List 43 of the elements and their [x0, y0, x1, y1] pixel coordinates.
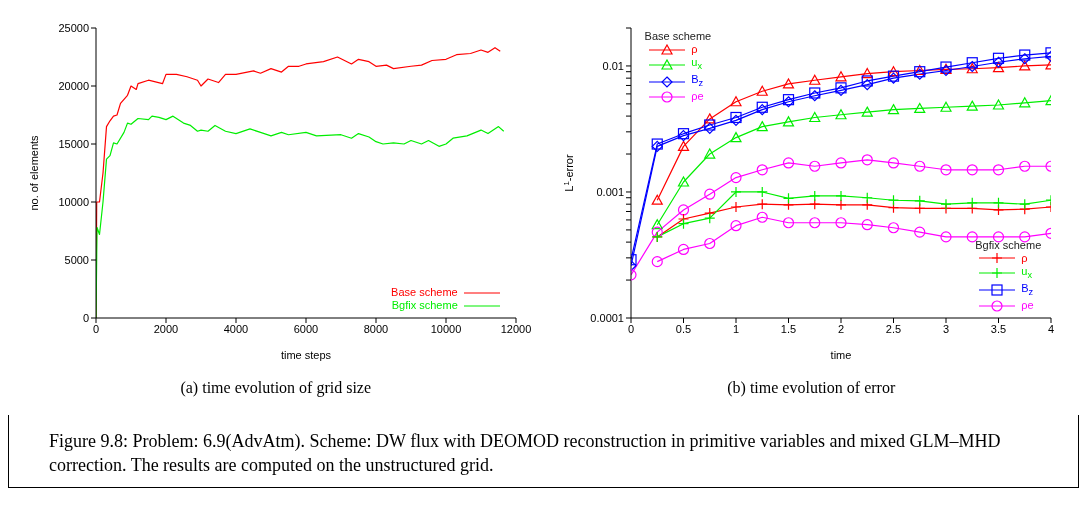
caption: Figure 9.8: Problem: 6.9(AdvAtm). Scheme: DW flux with DEOMOD reconstruction in primitive variables and mixed GLM–MHD correction. The results are computed on the unstructured grid.: [49, 430, 1002, 477]
legend-label: ρe: [1021, 299, 1035, 312]
x-axis-title: time steps: [280, 349, 332, 361]
x-tick-label: 0: [628, 322, 635, 335]
legend-label: ρ: [691, 43, 699, 56]
x-tick-label: 8000: [363, 322, 388, 335]
x-tick-label: 4: [1048, 322, 1055, 335]
y-tick-label: 0.001: [596, 185, 625, 198]
y-tick-label: 10000: [58, 195, 89, 208]
legend-label: Base scheme: [391, 286, 458, 299]
y-tick-label: 20000: [58, 79, 89, 92]
x-tick-label: 3.5: [991, 322, 1007, 335]
legend-label: u$_{x}$: [691, 56, 703, 74]
x-tick-label: 12000: [500, 322, 532, 335]
y-tick-label: 5000: [64, 253, 89, 266]
x-tick-label: 3: [943, 322, 950, 335]
x-tick-label: 2.5: [886, 322, 902, 335]
x-tick-label: 0: [92, 322, 99, 335]
x-tick-label: 2000: [153, 322, 178, 335]
y-axis-title: no. of elements: [27, 134, 40, 211]
legend-label: ρ: [1021, 251, 1029, 265]
text: (a) time evolution of grid size: [179, 379, 373, 397]
y-tick-label: 25000: [58, 21, 89, 34]
x-tick-label: 10000: [430, 322, 462, 335]
legend-label: B$_{z}$: [691, 73, 705, 91]
x-tick-label: 1: [733, 322, 740, 335]
x-tick-label: 2: [838, 322, 845, 335]
text: (b) time evolution of error: [726, 379, 897, 397]
y-tick-label: 0.0001: [590, 311, 625, 324]
annotation: Base scheme: [643, 30, 712, 43]
annotation: Bgfix scheme: [974, 238, 1042, 252]
x-tick-label: 1.5: [781, 322, 797, 335]
x-tick-label: 0.5: [676, 322, 692, 335]
x-tick-label: 6000: [293, 322, 318, 335]
legend-label: ρe: [691, 90, 705, 104]
x-tick-label: 4000: [223, 322, 248, 335]
legend-label: u$_{x}$: [1021, 264, 1033, 282]
y-tick-label: 15000: [58, 137, 89, 150]
y-tick-label: 0.01: [602, 59, 625, 72]
legend-label: B$_{z}$: [1021, 281, 1035, 299]
x-axis-title: time: [830, 349, 852, 361]
y-tick-label: 0: [82, 311, 89, 324]
legend-label: Bgfix scheme: [391, 299, 458, 312]
